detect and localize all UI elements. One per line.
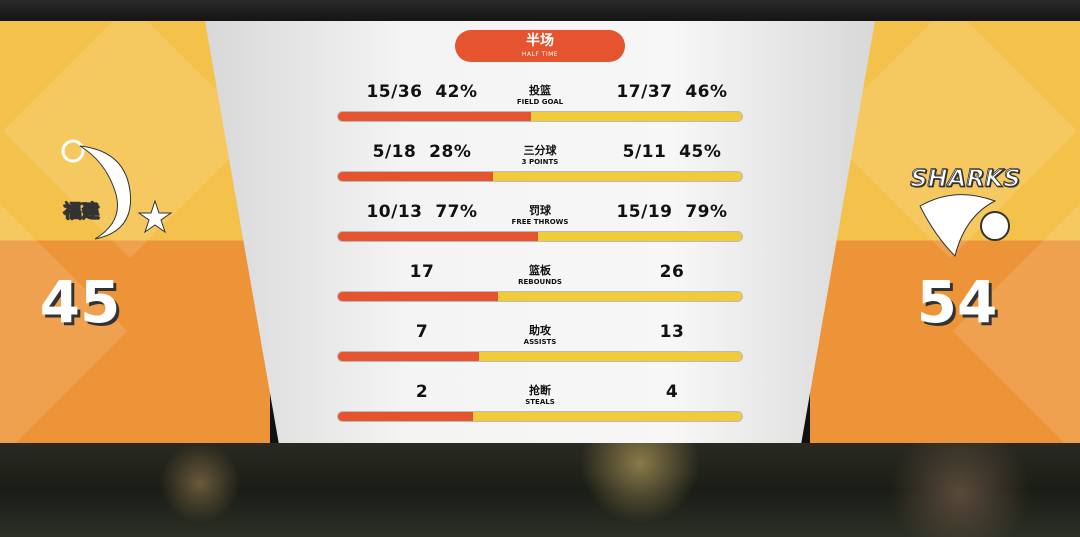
- stat-label-en: STEALS: [525, 398, 555, 406]
- stat-label-en: REBOUNDS: [518, 278, 562, 286]
- away-stat-value: 17/37 46%: [616, 82, 728, 102]
- background-city-footage: [0, 443, 1080, 537]
- stat-label-zh: 篮板: [529, 264, 551, 277]
- stat-row: 15/36 42% 投篮 FIELD GOAL 17/37 46%: [337, 82, 743, 142]
- stat-row: 2 抢断 STEALS 4: [337, 382, 743, 442]
- stat-label-en: 3 POINTS: [521, 158, 559, 166]
- top-band: [0, 0, 1080, 21]
- sharks-logo-icon: SHARKS: [910, 164, 1021, 257]
- fujian-logo-icon: 福建: [61, 139, 173, 240]
- stat-label: 助攻 ASSISTS: [490, 322, 590, 346]
- home-score: 45: [39, 268, 121, 336]
- svg-text:SHARKS: SHARKS: [910, 164, 1020, 192]
- stat-label-en: FIELD GOAL: [516, 98, 564, 106]
- home-share-fill: [338, 352, 480, 361]
- home-team-logo: 福建: [55, 131, 175, 251]
- away-stat-value: 5/11 45%: [622, 142, 722, 162]
- stat-label: 篮板 REBOUNDS: [490, 262, 590, 286]
- home-share-fill: [338, 412, 473, 421]
- home-stat-value: 2: [415, 382, 429, 402]
- period-badge: 半场 HALF TIME: [455, 30, 625, 62]
- home-stat-value: 5/18 28%: [372, 142, 472, 162]
- home-share-fill: [338, 112, 531, 121]
- home-share-fill: [338, 292, 498, 301]
- away-stat-value: 26: [659, 262, 685, 282]
- stat-label: 投篮 FIELD GOAL: [490, 82, 590, 106]
- stat-label-zh: 三分球: [523, 144, 557, 157]
- period-title: 半场: [526, 33, 554, 49]
- comparison-bar: [337, 171, 743, 182]
- away-score: 54: [916, 268, 998, 336]
- stat-label: 抢断 STEALS: [490, 382, 590, 406]
- comparison-bar: [337, 291, 743, 302]
- home-stat-value: 17: [409, 262, 435, 282]
- home-stat-value: 7: [415, 322, 429, 342]
- stat-row: 5/18 28% 三分球 3 POINTS 5/11 45%: [337, 142, 743, 202]
- home-stat-value: 10/13 77%: [366, 202, 478, 222]
- away-stat-value: 4: [665, 382, 679, 402]
- away-stat-value: 13: [659, 322, 685, 342]
- stat-row: 10/13 77% 罚球 FREE THROWS 15/19 79%: [337, 202, 743, 262]
- stat-row: 17 篮板 REBOUNDS 26: [337, 262, 743, 322]
- home-stat-value: 15/36 42%: [366, 82, 478, 102]
- stat-row: 7 助攻 ASSISTS 13: [337, 322, 743, 382]
- comparison-bar: [337, 231, 743, 242]
- comparison-bar: [337, 111, 743, 122]
- home-share-fill: [338, 232, 538, 241]
- comparison-bar: [337, 411, 743, 422]
- away-stat-value: 15/19 79%: [616, 202, 728, 222]
- comparison-bar: [337, 351, 743, 362]
- home-share-fill: [338, 172, 494, 181]
- period-subtitle: HALF TIME: [521, 51, 559, 58]
- stat-label-zh: 抢断: [529, 384, 551, 397]
- stat-label: 三分球 3 POINTS: [490, 142, 590, 166]
- stat-label-zh: 助攻: [529, 324, 551, 337]
- svg-text:福建: 福建: [62, 200, 99, 222]
- stat-label-en: ASSISTS: [523, 338, 557, 346]
- stat-label-zh: 投篮: [529, 84, 551, 97]
- stat-label-en: FREE THROWS: [511, 218, 569, 226]
- away-team-logo: SHARKS: [905, 146, 1025, 266]
- stat-label-zh: 罚球: [529, 204, 551, 217]
- stat-label: 罚球 FREE THROWS: [490, 202, 590, 226]
